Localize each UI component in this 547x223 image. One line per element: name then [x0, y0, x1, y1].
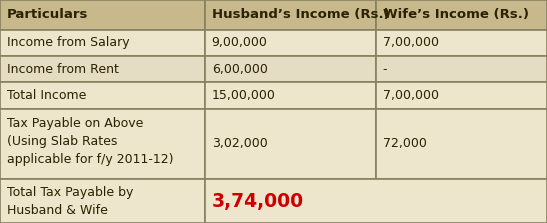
Text: Particulars: Particulars — [7, 8, 88, 21]
Text: 6,00,000: 6,00,000 — [212, 63, 267, 76]
Bar — [0, 56, 205, 82]
Text: Total Tax Payable by
Husband & Wife: Total Tax Payable by Husband & Wife — [7, 186, 133, 217]
Text: 9,00,000: 9,00,000 — [212, 36, 267, 49]
Bar — [376, 82, 547, 109]
Text: Income from Salary: Income from Salary — [7, 36, 129, 49]
Bar — [376, 30, 547, 56]
Bar — [376, 56, 547, 82]
Text: 3,74,000: 3,74,000 — [212, 192, 304, 211]
Text: Total Income: Total Income — [7, 89, 86, 102]
Bar — [0, 109, 205, 179]
Bar — [205, 0, 376, 30]
Text: 7,00,000: 7,00,000 — [383, 89, 439, 102]
Bar — [0, 82, 205, 109]
Bar — [205, 56, 376, 82]
Bar — [205, 109, 376, 179]
Text: 3,02,000: 3,02,000 — [212, 137, 267, 150]
Text: 72,000: 72,000 — [383, 137, 427, 150]
Bar — [0, 179, 205, 223]
Bar — [205, 82, 376, 109]
Text: 15,00,000: 15,00,000 — [212, 89, 276, 102]
Bar — [376, 0, 547, 30]
Bar — [205, 30, 376, 56]
Bar — [205, 179, 547, 223]
Text: -: - — [383, 63, 387, 76]
Bar — [0, 30, 205, 56]
Text: Tax Payable on Above
(Using Slab Rates
applicable for f/y 2011-12): Tax Payable on Above (Using Slab Rates a… — [7, 117, 173, 165]
Text: 7,00,000: 7,00,000 — [383, 36, 439, 49]
Text: Wife’s Income (Rs.): Wife’s Income (Rs.) — [383, 8, 528, 21]
Bar — [376, 109, 547, 179]
Text: Income from Rent: Income from Rent — [7, 63, 119, 76]
Bar — [0, 0, 205, 30]
Text: Husband’s Income (Rs.): Husband’s Income (Rs.) — [212, 8, 389, 21]
